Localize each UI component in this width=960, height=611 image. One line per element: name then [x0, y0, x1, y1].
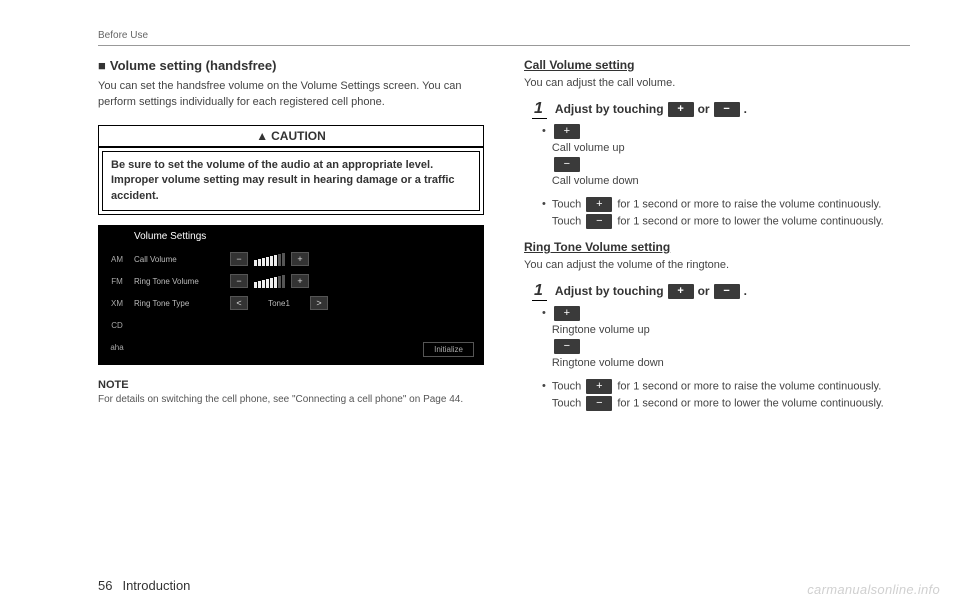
ss-label: Ring Tone Type	[134, 299, 224, 308]
volume-bars	[254, 274, 285, 288]
cont2b: for 1 second or more to lower the volume…	[614, 397, 883, 409]
ring-bullets: • + Ringtone volume up − Ringtone volume…	[554, 305, 910, 412]
section-title: ■ Volume setting (handsfree)	[98, 58, 484, 73]
caution-header: ▲CAUTION	[99, 126, 483, 147]
step-number: 1	[532, 100, 547, 119]
ss-row-call-volume: AM Call Volume − +	[106, 248, 476, 270]
plus-button[interactable]: +	[291, 274, 309, 288]
volume-bars	[254, 252, 285, 266]
device-screenshot: Volume Settings AM Call Volume − + FM Ri…	[98, 225, 484, 365]
plus-button[interactable]: +	[554, 124, 580, 139]
minus-button[interactable]: −	[714, 102, 740, 117]
footer: 56 Introduction	[98, 578, 190, 593]
cont2b: for 1 second or more to lower the volume…	[614, 215, 883, 227]
footer-section: Introduction	[122, 578, 190, 593]
ring-intro: You can adjust the volume of the rington…	[524, 258, 910, 274]
ring-down-label: Ringtone volume down	[552, 357, 664, 369]
plus-button[interactable]: +	[586, 379, 612, 394]
note-label: NOTE	[98, 379, 484, 391]
minus-button[interactable]: −	[554, 339, 580, 354]
ss-side-icon: CD	[106, 321, 128, 330]
prev-button[interactable]: <	[230, 296, 248, 310]
call-down-label: Call volume down	[552, 175, 639, 187]
caution-body: Be sure to set the volume of the audio a…	[102, 151, 480, 211]
call-up-label: Call volume up	[552, 142, 625, 154]
plus-button[interactable]: +	[554, 306, 580, 321]
step-text-a: Adjust by touching	[555, 102, 664, 116]
ss-side-icon: XM	[106, 299, 128, 308]
ss-row-spacer: aha	[106, 336, 476, 358]
ring-step: 1 Adjust by touching + or − .	[532, 282, 910, 301]
ss-row-ring-type: XM Ring Tone Type < Tone1 >	[106, 292, 476, 314]
caution-body-box: Be sure to set the volume of the audio a…	[98, 148, 484, 215]
caution-label: CAUTION	[271, 129, 326, 143]
page-number: 56	[98, 578, 112, 593]
minus-button[interactable]: −	[230, 274, 248, 288]
ss-side-icon: aha	[106, 343, 128, 352]
left-column: ■ Volume setting (handsfree) You can set …	[98, 58, 484, 422]
step-text-c: .	[744, 284, 747, 298]
next-button[interactable]: >	[310, 296, 328, 310]
call-bullets: • + Call volume up − Call volume down • …	[554, 123, 910, 230]
caution-box: ▲CAUTION	[98, 125, 484, 148]
cont1a: Touch	[552, 198, 584, 210]
plus-button[interactable]: +	[668, 102, 694, 117]
plus-button[interactable]: +	[291, 252, 309, 266]
ss-label: Call Volume	[134, 255, 224, 264]
right-column: Call Volume setting You can adjust the c…	[524, 58, 910, 422]
initialize-button[interactable]: Initialize	[423, 342, 474, 357]
ss-side-icon: AM	[106, 255, 128, 264]
title-marker: ■	[98, 58, 106, 73]
step-text-b: or	[698, 102, 710, 116]
page: Before Use ■ Volume setting (handsfree) Y…	[0, 0, 960, 611]
minus-button[interactable]: −	[586, 396, 612, 411]
step-text-a: Adjust by touching	[555, 284, 664, 298]
minus-button[interactable]: −	[714, 284, 740, 299]
plus-button[interactable]: +	[586, 197, 612, 212]
note-text: For details on switching the cell phone,…	[98, 393, 484, 407]
step-text-b: or	[698, 284, 710, 298]
ss-title: Volume Settings	[106, 231, 476, 242]
call-step: 1 Adjust by touching + or − .	[532, 100, 910, 119]
ss-side-icon: FM	[106, 277, 128, 286]
step-text-c: .	[744, 102, 747, 116]
call-intro: You can adjust the call volume.	[524, 76, 910, 92]
call-heading: Call Volume setting	[524, 58, 910, 72]
columns: ■ Volume setting (handsfree) You can set …	[98, 58, 910, 422]
ss-row-ring-volume: FM Ring Tone Volume − +	[106, 270, 476, 292]
cont2a: Touch	[552, 397, 584, 409]
header-rule	[98, 45, 910, 46]
ss-value: Tone1	[254, 299, 304, 308]
ring-heading: Ring Tone Volume setting	[524, 240, 910, 254]
minus-button[interactable]: −	[586, 214, 612, 229]
title-text: Volume setting (handsfree)	[110, 58, 277, 73]
watermark: carmanualsonline.info	[807, 582, 940, 597]
cont1b: for 1 second or more to raise the volume…	[614, 198, 881, 210]
header-breadcrumb: Before Use	[98, 30, 910, 41]
minus-button[interactable]: −	[230, 252, 248, 266]
cont1b: for 1 second or more to raise the volume…	[614, 380, 881, 392]
step-number: 1	[532, 282, 547, 301]
warning-icon: ▲	[256, 129, 268, 143]
cont2a: Touch	[552, 215, 584, 227]
ss-row-spacer: CD	[106, 314, 476, 336]
plus-button[interactable]: +	[668, 284, 694, 299]
intro-text: You can set the handsfree volume on the …	[98, 79, 484, 111]
ss-label: Ring Tone Volume	[134, 277, 224, 286]
ring-up-label: Ringtone volume up	[552, 324, 650, 336]
cont1a: Touch	[552, 380, 584, 392]
minus-button[interactable]: −	[554, 157, 580, 172]
